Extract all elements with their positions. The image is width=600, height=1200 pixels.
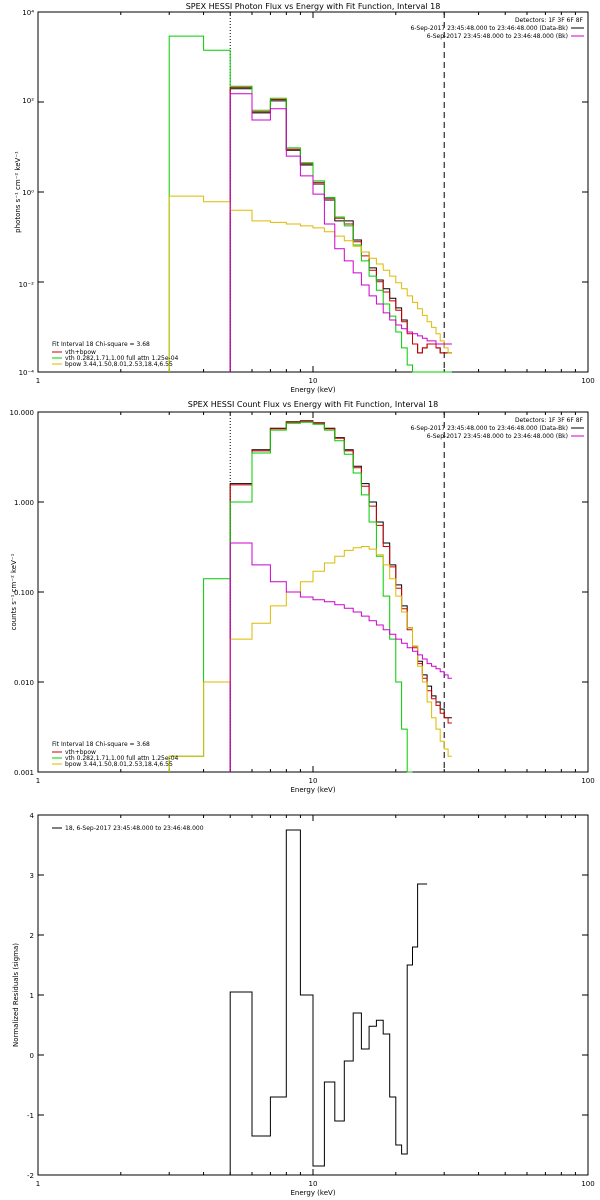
y-axis-label: Normalized Residuals (sigma) [12,943,20,1047]
y-tick-label: 2 [30,932,34,940]
photon-flux-panel: SPEX HESSI Photon Flux vs Energy with Fi… [14,2,595,394]
series-bk [229,93,452,372]
legend-top: Detectors: 1F 3F 6F 8F 6-Sep-2017 23:45:… [410,17,584,40]
y-tick-label: 1.000 [14,499,34,507]
series-vth-bpow [229,420,452,772]
y-tick-label: 0.100 [14,589,34,597]
photon-flux-title: SPEX HESSI Photon Flux vs Energy with Fi… [186,2,441,11]
fit-info: Fit Interval 18 Chi-square = 3.68 [52,741,150,748]
residual-legend: 18, 6-Sep-2017 23:45:48.000 to 23:46:48.… [52,825,204,832]
y-tick-label: 4 [30,812,35,820]
series-bpow [168,546,452,772]
data-legend-label: 6-Sep-2017 23:45:48.000 to 23:46:48.000 … [410,425,568,432]
y-tick-label: 0 [30,1052,34,1060]
y-tick-label: 10⁻² [19,281,35,289]
x-axis-label: Energy (keV) [290,386,335,394]
series-data-bk [229,420,452,772]
y-tick-label: 10.000 [10,409,35,417]
y-tick-label: 1 [30,992,34,1000]
bk-legend-label: 6-Sep-2017 23:45:48.000 to 23:46:48.000 … [427,433,568,440]
series-vth [168,421,413,773]
plot-frame [37,411,589,773]
detectors-label: Detectors: 1F 3F 6F 8F [515,417,584,424]
y-tick-label: 10⁰ [22,189,34,197]
series-18 [229,829,428,1175]
series-bk [229,542,452,772]
y-tick-label: 10⁴ [22,9,34,17]
photon-flux-marks [37,11,589,373]
x-tick-label: 10 [309,377,318,385]
y-tick-label: 10² [22,97,34,105]
x-tick-label: 100 [581,377,594,385]
detectors-label: Detectors: 1F 3F 6F 8F [515,17,584,24]
fit-legend: Fit Interval 18 Chi-square = 3.68 vth+bp… [52,741,179,768]
residual-legend-label: 18, 6-Sep-2017 23:45:48.000 to 23:46:48.… [65,825,204,832]
y-tick-label: -1 [27,1112,34,1120]
series-vth-bpow [229,86,452,372]
count-flux-panel: SPEX HESSI Count Flux vs Energy with Fit… [10,400,595,794]
count-flux-title: SPEX HESSI Count Flux vs Energy with Fit… [188,400,439,409]
fit-line-vth: vth 0.282,1.71,1.00 full attn 1.25e-04 [65,355,179,362]
x-axis-label: Energy (keV) [290,786,335,794]
y-axis-label: counts s⁻¹ cm⁻² keV⁻¹ [10,553,18,630]
residuals-panel: -2 -1 0 1 2 3 4 1 10 100 Energy (keV) No… [12,812,595,1197]
y-tick-label: 3 [30,872,34,880]
legend-top: Detectors: 1F 3F 6F 8F 6-Sep-2017 23:45:… [410,417,584,440]
x-tick-label: 100 [581,1180,594,1188]
x-axis-label: Energy (keV) [290,1189,335,1197]
count-flux-marks [37,411,589,773]
y-tick-label: 0.001 [14,769,34,777]
fit-line-bpow: bpow 3.44,1.50,8.01,2.53,18.4,6.55 [65,361,173,368]
x-tick-label: 1 [36,1180,40,1188]
series-vth [168,35,452,373]
y-tick-label: 10⁻⁴ [19,369,35,377]
x-tick-label: 10 [309,777,318,785]
y-axis-label: photons s⁻¹ cm⁻² keV⁻¹ [14,151,22,233]
x-tick-label: 1 [36,777,40,785]
bk-legend-label: 6-Sep-2017 23:45:48.000 to 23:46:48.000 … [427,33,568,40]
fit-line-total: vth+bpow [65,349,96,356]
series-bpow [168,195,452,372]
y-tick-label: 0.010 [14,679,34,687]
fit-info: Fit Interval 18 Chi-square = 3.68 [52,341,150,348]
x-tick-label: 10 [309,1180,318,1188]
x-tick-label: 1 [36,377,40,385]
residuals-marks [37,814,589,1176]
fit-line-total: vth+bpow [65,749,96,756]
data-legend-label: 6-Sep-2017 23:45:48.000 to 23:46:48.000 … [410,25,568,32]
fit-line-vth: vth 0.282,1.71,1.00 full attn 1.25e-04 [65,755,179,762]
fit-legend: Fit Interval 18 Chi-square = 3.68 vth+bp… [52,341,179,368]
x-tick-label: 100 [581,777,594,785]
fit-line-bpow: bpow 3.44,1.50,8.01,2.53,18.4,6.55 [65,761,173,768]
y-tick-label: -2 [27,1172,34,1180]
series-data-bk [229,88,452,372]
